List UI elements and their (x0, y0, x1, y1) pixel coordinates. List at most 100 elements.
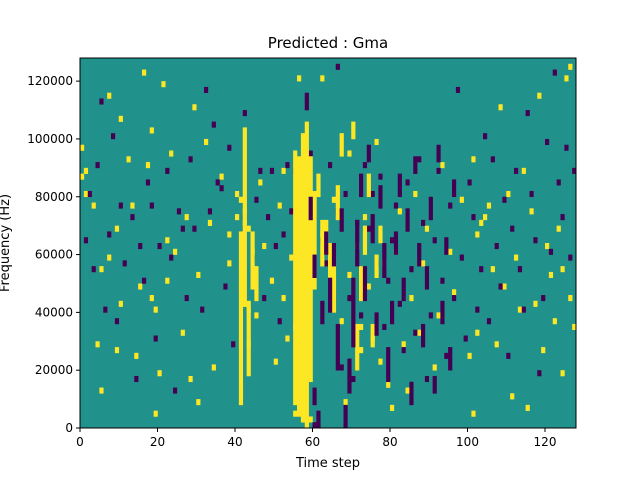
heatmap-cell-high (80, 144, 85, 151)
heatmap-cell-low (572, 167, 577, 174)
heatmap-cell-high (269, 277, 275, 284)
heatmap-cell-low (312, 422, 317, 429)
heatmap-cell-low (521, 306, 526, 313)
heatmap-cell-low (103, 306, 108, 313)
heatmap-run-high (351, 121, 356, 140)
heatmap-cell-high (180, 329, 185, 336)
heatmap-cell-low (180, 225, 185, 232)
heatmap-cell-high (413, 190, 418, 198)
x-tick-label: 60 (305, 435, 320, 449)
heatmap-cell-high (157, 370, 162, 377)
heatmap-cell-high (235, 214, 240, 221)
heatmap-cell-high (99, 266, 104, 273)
heatmap-run-low (320, 300, 325, 325)
heatmap-cell-high (118, 300, 123, 307)
heatmap-cell-high (227, 231, 232, 238)
heatmap-run-low (409, 381, 414, 406)
heatmap-cell-low (359, 312, 364, 319)
heatmap-cell-high (80, 173, 85, 180)
heatmap-run-low (347, 358, 352, 394)
heatmap-cell-high (331, 196, 337, 203)
heatmap-cell-high (114, 347, 120, 354)
heatmap-run-high (293, 150, 298, 406)
heatmap-cell-high (459, 196, 464, 203)
heatmap-run-low (312, 387, 317, 406)
heatmap-cell-low (436, 167, 441, 174)
heatmap-run-low (413, 156, 418, 174)
heatmap-run-low (351, 277, 356, 348)
heatmap-cell-high (405, 387, 410, 394)
heatmap-cell-high (262, 243, 267, 250)
heatmap-cell-low (537, 370, 542, 377)
heatmap-cell-high (548, 271, 554, 278)
heatmap-cell-high (130, 202, 135, 209)
heatmap-cell-low (401, 347, 406, 354)
plot-frame (79, 57, 577, 429)
heatmap-cell-low (552, 69, 557, 76)
heatmap-cell-low (525, 110, 530, 117)
heatmap-cell-low (498, 283, 503, 290)
heatmap-cell-high (572, 323, 577, 331)
heatmap-cell-high (149, 295, 154, 302)
heatmap-cell-low (169, 254, 174, 261)
heatmap-run-high (254, 266, 259, 302)
heatmap-cell-low (273, 243, 278, 250)
heatmap-cell-high (289, 254, 294, 261)
heatmap-cell-low (463, 335, 468, 342)
heatmap-cell-high (490, 266, 495, 273)
heatmap-cell-high (165, 237, 170, 244)
heatmap-cell-low (378, 173, 383, 180)
heatmap-cell-low (324, 260, 329, 267)
heatmap-cell-high (118, 115, 123, 122)
heatmap-cell-high (386, 381, 391, 388)
heatmap-cell-high (273, 358, 278, 365)
heatmap-cell-low (548, 248, 554, 255)
heatmap-cell-low (328, 162, 333, 169)
heatmap-cell-high (362, 214, 368, 221)
heatmap-run-low (448, 347, 453, 371)
heatmap-cell-high (254, 312, 259, 319)
heatmap-cell-high (281, 167, 286, 174)
heatmap-cell-high (153, 410, 158, 417)
heatmap-cell-high (320, 75, 325, 82)
heatmap-cell-low (223, 283, 228, 290)
heatmap-cell-low (157, 243, 162, 250)
heatmap-cell-high (107, 92, 112, 99)
y-axis-label: Frequency (Hz) (0, 194, 13, 292)
heatmap-cell-low (556, 179, 561, 186)
heatmap-cell-high (483, 214, 488, 221)
heatmap-cell-high (424, 225, 430, 232)
heatmap-cell-low (424, 375, 430, 383)
heatmap-cell-low (107, 231, 112, 238)
heatmap-cell-low (440, 277, 445, 284)
heatmap-cell-low (215, 179, 220, 186)
heatmap-cell-high (219, 173, 224, 180)
heatmap-cell-low (254, 196, 259, 203)
heatmap-cell-high (440, 162, 445, 169)
heatmap-cell-high (169, 150, 174, 157)
heatmap-run-low (328, 277, 333, 313)
heatmap-cell-high (517, 306, 523, 313)
heatmap-run-high (331, 254, 337, 313)
heatmap-run-high (238, 231, 244, 406)
x-tick-label: 80 (382, 435, 397, 449)
heatmap-cell-low (506, 352, 511, 359)
heatmap-run-high (297, 156, 302, 417)
heatmap-run-low (424, 266, 430, 290)
heatmap-run-low (378, 185, 383, 209)
heatmap-cell-low (494, 243, 499, 250)
heatmap-cell-low (479, 266, 484, 273)
heatmap-cell-low (386, 277, 391, 284)
heatmap-cell-high (95, 341, 100, 348)
heatmap-cell-low (409, 266, 414, 273)
heatmap-cell-high (196, 271, 201, 278)
heatmap-cell-low (118, 202, 123, 209)
heatmap-run-high (328, 243, 333, 290)
heatmap-cell-low (211, 121, 216, 128)
heatmap-run-high (339, 133, 344, 157)
heatmap-cell-high (343, 399, 348, 406)
heatmap-cell-low (83, 237, 89, 244)
heatmap-cell-high (235, 190, 240, 198)
heatmap-cell-high (297, 75, 302, 82)
heatmap-cell-high (514, 254, 519, 261)
